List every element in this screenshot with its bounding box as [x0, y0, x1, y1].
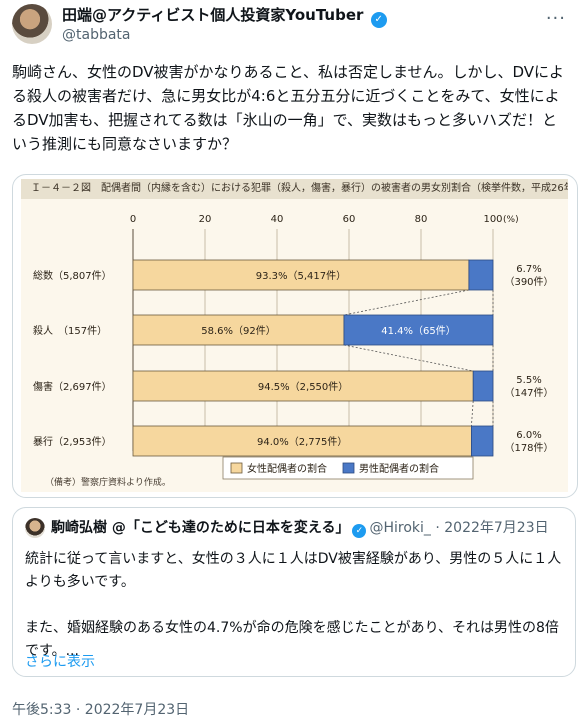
unit-label: (%) — [503, 215, 519, 225]
show-more-link[interactable]: さらに表示 — [25, 654, 95, 670]
bar-male-label: 41.4%（65件） — [381, 325, 456, 337]
quoted-date: 2022年7月23日 — [444, 520, 549, 536]
more-options-icon[interactable]: ··· — [545, 8, 566, 29]
tick-label: 100 — [483, 214, 502, 225]
legend-swatch-male — [342, 462, 355, 474]
bar-male — [470, 425, 494, 457]
author-name[interactable]: 田端@アクティビスト個人投資家YouTuber — [62, 6, 364, 24]
quoted-author-avatar — [25, 518, 45, 538]
bar-female — [132, 425, 472, 457]
chart-image[interactable]: Ｉ－４－２図 配偶者間（内縁を含む）における犯罪（殺人，傷害，暴行）の被害者の男… — [12, 174, 578, 498]
connector-line — [471, 400, 474, 427]
tick-label: 0 — [130, 214, 136, 225]
bar-male — [468, 259, 494, 291]
tweet-text: 駒崎さん、女性のDV被害がかなりあること、私は否定しません。しかし、DVによる殺… — [12, 63, 565, 153]
tweet-timestamp[interactable]: 午後5:33 · 2022年7月23日 — [12, 702, 190, 718]
bar-female — [132, 370, 474, 402]
bar-female-label: 58.6%（92件） — [201, 325, 276, 337]
category-label: 殺人 （157件） — [33, 324, 107, 337]
quoted-tweet[interactable]: 駒崎弘樹 @「こども達のために日本を変える」 ✓ @Hiroki_ · 2022年7… — [12, 507, 576, 677]
verified-badge-icon: ✓ — [370, 12, 387, 28]
connector-line — [343, 344, 474, 372]
chart-figure: Ｉ－４－２図 配偶者間（内縁を含む）における犯罪（殺人，傷害，暴行）の被害者の男… — [21, 179, 568, 492]
tick-label: 60 — [343, 214, 356, 225]
tweet-header: 田端@アクティビスト個人投資家YouTuber ✓ @tabbata ··· — [12, 4, 572, 48]
chart-title: Ｉ－４－２図 配偶者間（内縁を含む）における犯罪（殺人，傷害，暴行）の被害者の男… — [21, 179, 568, 199]
bar-male — [343, 314, 494, 346]
quoted-text: 統計に従って言いますと、女性の３人に１人はDV被害経験があり、男性の５人に１人よ… — [25, 551, 562, 659]
category-label: 総数（5,807件） — [33, 269, 112, 282]
category-label: 暴行（2,953件） — [33, 435, 112, 448]
author-handle[interactable]: @tabbata — [62, 27, 131, 43]
tick-label: 40 — [271, 214, 284, 225]
category-label: 傷害（2,697件） — [33, 380, 112, 393]
bar-male-count: （147件） — [504, 387, 553, 399]
bar-male-count: （178件） — [504, 442, 553, 454]
legend-label-female: 女性配偶者の割合 — [247, 462, 327, 475]
bar-male — [472, 370, 494, 402]
verified-badge-icon: ✓ — [352, 524, 367, 538]
bar-female-label: 93.3%（5,417件） — [256, 270, 346, 282]
tick-label: 80 — [415, 214, 428, 225]
bar-female-label: 94.5%（2,550件） — [258, 381, 348, 393]
quoted-author-handle: @Hiroki_ — [369, 520, 431, 536]
author-avatar[interactable] — [12, 4, 52, 44]
legend-swatch-female — [230, 462, 243, 474]
quoted-author-name: 駒崎弘樹 @「こども達のために日本を変える」 — [51, 520, 350, 536]
bar-chart: 0 20 40 60 80 100 (%) 総数（5,807件） 93.3%（5,417件） 6.… — [33, 214, 554, 480]
bar-female — [132, 314, 345, 346]
chart-note: （備考）警察庁資料より作成。 — [45, 478, 171, 488]
bar-male-label: 6.0% — [516, 430, 541, 441]
bar-male-label: 5.5% — [516, 375, 541, 386]
legend-label-male: 男性配偶者の割合 — [359, 462, 439, 475]
connector-line — [343, 289, 469, 316]
bar-male-count: （390件） — [504, 276, 553, 288]
bar-male-label: 6.7% — [516, 264, 541, 275]
bar-female-label: 94.0%（2,775件） — [257, 436, 347, 448]
tick-label: 20 — [199, 214, 212, 225]
